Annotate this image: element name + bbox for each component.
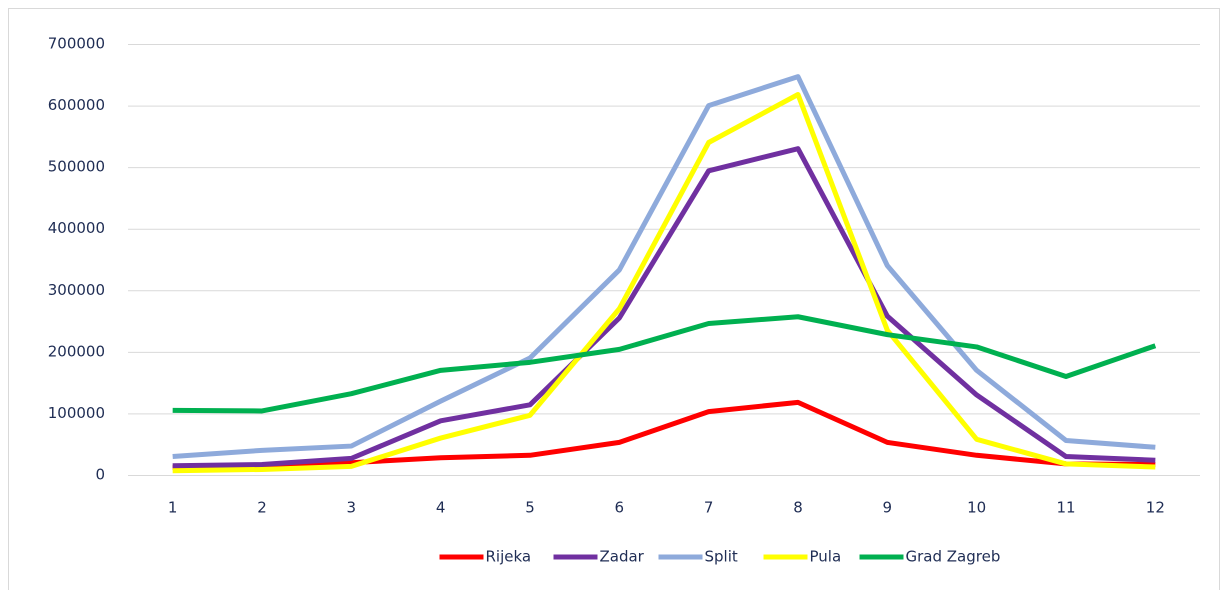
y-tick-label: 600000	[48, 96, 105, 114]
x-tick-label: 5	[525, 499, 535, 517]
series-line	[172, 314, 1157, 414]
legend-label: Pula	[810, 548, 842, 566]
x-tick-label: 1	[168, 499, 178, 517]
series-line	[172, 91, 1156, 474]
x-tick-label: 6	[615, 499, 625, 517]
y-tick-label: 100000	[48, 404, 105, 422]
y-tick-label: 0	[95, 466, 105, 484]
x-tick-label: 11	[1056, 499, 1075, 517]
legend-label: Rijeka	[486, 548, 532, 566]
y-tick-label: 300000	[48, 281, 105, 299]
x-tick-label: 8	[793, 499, 803, 517]
x-tick-label: 10	[967, 499, 986, 517]
x-tick-label: 9	[883, 499, 893, 517]
series-line	[172, 146, 1156, 469]
legend-label: Grad Zagreb	[906, 548, 1001, 566]
y-tick-label: 700000	[48, 35, 105, 53]
x-tick-label: 4	[436, 499, 446, 517]
series-line	[172, 74, 1156, 460]
x-tick-label: 2	[257, 499, 267, 517]
series-line	[172, 399, 1156, 471]
chart-border	[8, 8, 1220, 590]
legend-label: Zadar	[600, 548, 645, 566]
x-tick-label: 7	[704, 499, 714, 517]
legend-label: Split	[705, 548, 738, 566]
x-tick-label: 3	[347, 499, 357, 517]
x-tick-label: 12	[1146, 499, 1165, 517]
y-tick-label: 200000	[48, 342, 105, 360]
y-tick-label: 500000	[48, 158, 105, 176]
y-tick-label: 400000	[48, 219, 105, 237]
